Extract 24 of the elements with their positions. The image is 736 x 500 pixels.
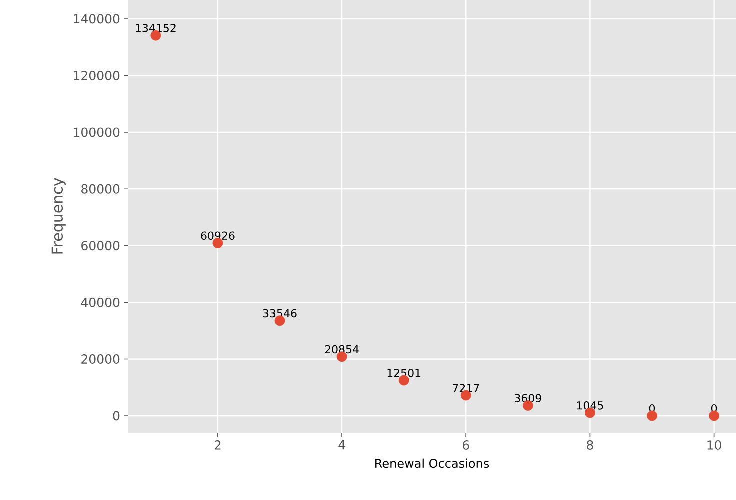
data-label: 12501 xyxy=(388,369,421,378)
data-label: 3609 xyxy=(515,394,542,403)
y-tick-label: 100000 xyxy=(74,128,120,138)
point xyxy=(709,410,720,422)
y-tick-label: 20000 xyxy=(82,354,120,364)
x-tick-label: 2 xyxy=(214,440,221,450)
y-tick-label: 80000 xyxy=(82,184,120,194)
y-tick-label: 120000 xyxy=(74,70,120,80)
y-axis-title: Frequency xyxy=(52,178,66,254)
data-label: 134152 xyxy=(136,24,176,32)
x-tick-label: 6 xyxy=(463,440,470,450)
point xyxy=(647,410,658,422)
y-tick-label: 60000 xyxy=(82,241,120,251)
y-tick-label: 0 xyxy=(113,411,120,421)
data-label: 33546 xyxy=(263,309,297,318)
data-label: 20854 xyxy=(325,345,359,354)
data-label: 1045 xyxy=(577,401,604,410)
x-tick-label: 4 xyxy=(338,440,346,450)
y-tick-label: 140000 xyxy=(74,14,120,24)
y-tick-label: 40000 xyxy=(81,298,120,308)
x-tick-label: 10 xyxy=(708,440,722,450)
x-axis-title: Renewal Occasions xyxy=(376,458,490,468)
data-label: 60926 xyxy=(201,232,235,240)
x-tick-label: 8 xyxy=(587,440,594,450)
